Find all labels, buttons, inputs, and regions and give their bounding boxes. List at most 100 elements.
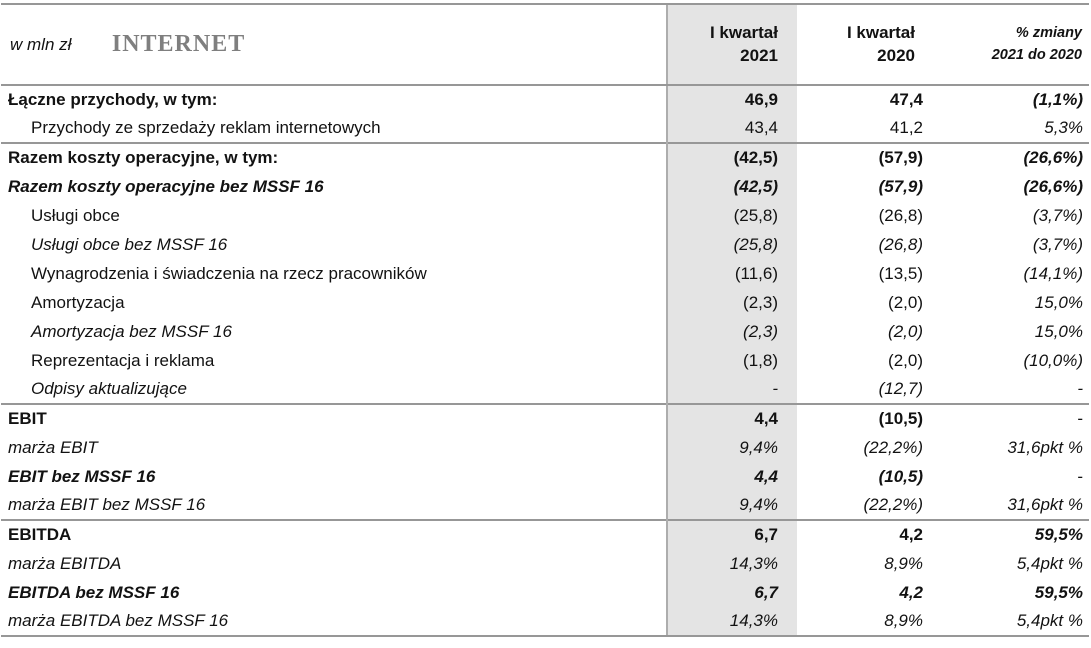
table-row: Wynagrodzenia i świadczenia na rzecz pra… <box>1 259 1089 288</box>
column-header-line: 2020 <box>877 45 915 65</box>
value-change-percent: 5,4pkt % <box>1016 553 1083 573</box>
table-row: Usługi obce (25,8) (26,8) (3,7%) <box>1 201 1089 230</box>
row-label: EBITDA <box>1 519 667 549</box>
row-label: Razem koszty operacyjne, w tym: <box>1 142 667 172</box>
table-row: Amortyzacja (2,3) (2,0) 15,0% <box>1 288 1089 317</box>
column-header-line: 2021 do 2020 <box>991 46 1082 63</box>
value-q1-2021: (11,6) <box>666 259 797 288</box>
row-label: Usługi obce <box>31 205 120 225</box>
value-change-percent: 5,4pkt % <box>930 607 1089 637</box>
table-body: Łączne przychody, w tym: 46,9 47,4 (1,1%) Pr… <box>1 85 1089 637</box>
table-row: EBITDA 6,7 4,2 59,5% <box>1 519 1089 549</box>
value-change-percent: 31,6pkt % <box>1007 495 1083 514</box>
table-row: Przychody ze sprzedaży reklam internetow… <box>1 114 1089 143</box>
value-q1-2020: (26,8) <box>878 205 923 225</box>
value-q1-2020: (22,2%) <box>863 495 923 514</box>
table-row: Razem koszty operacyjne, w tym: (42,5) (57… <box>1 142 1089 172</box>
row-label: EBITDA bez MSSF 16 <box>8 582 180 602</box>
value-q1-2020: 8,9% <box>797 607 930 637</box>
value-q1-2021: 6,7 <box>666 578 797 607</box>
value-q1-2021: (2,3) <box>666 288 797 317</box>
value-change-percent: 31,6pkt % <box>1007 437 1083 457</box>
table-row: Amortyzacja bez MSSF 16 (2,3) (2,0) 15,0% <box>1 317 1089 346</box>
value-q1-2020: (2,0) <box>888 292 923 312</box>
table-row: Odpisy aktualizujące - (12,7) - <box>1 375 1089 404</box>
value-q1-2020: (10,5) <box>797 403 930 433</box>
value-q1-2021: 9,4% <box>666 491 797 520</box>
value-q1-2021: (1,8) <box>666 346 797 375</box>
value-q1-2020: (13,5) <box>878 263 923 283</box>
value-q1-2020: 41,2 <box>889 118 923 137</box>
value-q1-2020: (57,9) <box>878 176 923 196</box>
value-q1-2020: (57,9) <box>797 142 930 172</box>
table-row: marża EBIT bez MSSF 16 9,4% (22,2%) 31,6pkt… <box>1 491 1089 520</box>
header-row: w mln zł INTERNET I kwartał 2021 I kwart… <box>1 3 1089 86</box>
value-q1-2020: (22,2%) <box>863 437 923 457</box>
table-row: marża EBITDA 14,3% 8,9% 5,4pkt % <box>1 549 1089 578</box>
row-label: Reprezentacja i reklama <box>31 350 215 370</box>
column-header-q1-2021: I kwartał 2021 <box>666 3 797 86</box>
row-label: Wynagrodzenia i świadczenia na rzecz pra… <box>31 263 427 283</box>
row-label: Odpisy aktualizujące <box>31 379 187 398</box>
table-row: Łączne przychody, w tym: 46,9 47,4 (1,1%) <box>1 85 1089 114</box>
value-q1-2021: (25,8) <box>666 230 797 259</box>
row-label: marża EBIT <box>8 437 98 457</box>
row-label: Usługi obce bez MSSF 16 <box>31 234 228 254</box>
value-q1-2020: (2,0) <box>888 321 923 341</box>
value-q1-2021: 4,4 <box>666 462 797 491</box>
table-row: EBIT 4,4 (10,5) - <box>1 403 1089 433</box>
table-row: Reprezentacja i reklama (1,8) (2,0) (10,0%) <box>1 346 1089 375</box>
value-change-percent: - <box>1077 466 1083 486</box>
value-change-percent: (26,6%) <box>930 142 1089 172</box>
row-label: Przychody ze sprzedaży reklam internetow… <box>31 118 381 137</box>
value-q1-2020: (10,5) <box>878 466 923 486</box>
value-q1-2021: (42,5) <box>666 172 797 201</box>
table-row: Razem koszty operacyjne bez MSSF 16 (42,5… <box>1 172 1089 201</box>
row-label: Amortyzacja bez MSSF 16 <box>31 321 232 341</box>
table-row: EBIT bez MSSF 16 4,4 (10,5) - <box>1 462 1089 491</box>
value-q1-2021: (42,5) <box>666 142 797 172</box>
value-change-percent: 59,5% <box>1034 582 1083 602</box>
value-q1-2021: (2,3) <box>666 317 797 346</box>
value-q1-2021: 14,3% <box>666 549 797 578</box>
value-q1-2020: 4,2 <box>797 519 930 549</box>
row-label: marża EBIT bez MSSF 16 <box>8 495 206 514</box>
column-header-change-percent: % zmiany 2021 do 2020 <box>930 3 1089 86</box>
row-label: EBIT <box>1 403 667 433</box>
value-q1-2021: - <box>666 375 797 404</box>
value-change-percent: (14,1%) <box>1023 263 1083 283</box>
row-label: marża EBITDA bez MSSF 16 <box>1 607 667 637</box>
row-label: Razem koszty operacyjne bez MSSF 16 <box>8 176 324 196</box>
column-header-line: % zmiany <box>1015 25 1082 42</box>
column-header-line: I kwartał <box>846 23 915 43</box>
value-q1-2020: 47,4 <box>889 90 923 109</box>
segment-title: INTERNET <box>111 31 246 57</box>
value-q1-2020: (26,8) <box>878 234 923 254</box>
table-row: EBITDA bez MSSF 16 6,7 4,2 59,5% <box>1 578 1089 607</box>
row-label: marża EBITDA <box>8 553 122 573</box>
value-q1-2020: 4,2 <box>899 582 923 602</box>
row-label: EBIT bez MSSF 16 <box>8 466 156 486</box>
value-change-percent: (1,1%) <box>1032 90 1083 109</box>
internet-segment-table: w mln zł INTERNET I kwartał 2021 I kwart… <box>1 3 1089 637</box>
value-q1-2021: 4,4 <box>666 403 797 433</box>
column-header-q1-2020: I kwartał 2020 <box>797 3 930 86</box>
table-row: marża EBITDA bez MSSF 16 14,3% 8,9% 5,4pkt … <box>1 607 1089 637</box>
value-change-percent: 15,0% <box>1034 321 1083 341</box>
value-change-percent: (3,7%) <box>1032 205 1083 225</box>
row-label: Amortyzacja <box>31 292 125 312</box>
value-change-percent: - <box>930 403 1089 433</box>
value-q1-2020: 8,9% <box>884 553 923 573</box>
value-q1-2021: 6,7 <box>666 519 797 549</box>
value-change-percent: (3,7%) <box>1032 234 1083 254</box>
row-label: Łączne przychody, w tym: <box>8 90 218 109</box>
table-row: marża EBIT 9,4% (22,2%) 31,6pkt % <box>1 433 1089 462</box>
value-change-percent: (26,6%) <box>1023 176 1083 196</box>
value-change-percent: - <box>1077 379 1083 398</box>
value-q1-2021: 43,4 <box>666 114 797 143</box>
unit-label: w mln zł <box>10 35 72 54</box>
value-change-percent: (10,0%) <box>1023 350 1083 370</box>
header-label-cell: w mln zł INTERNET <box>1 3 667 86</box>
value-change-percent: 5,3% <box>1044 118 1083 137</box>
